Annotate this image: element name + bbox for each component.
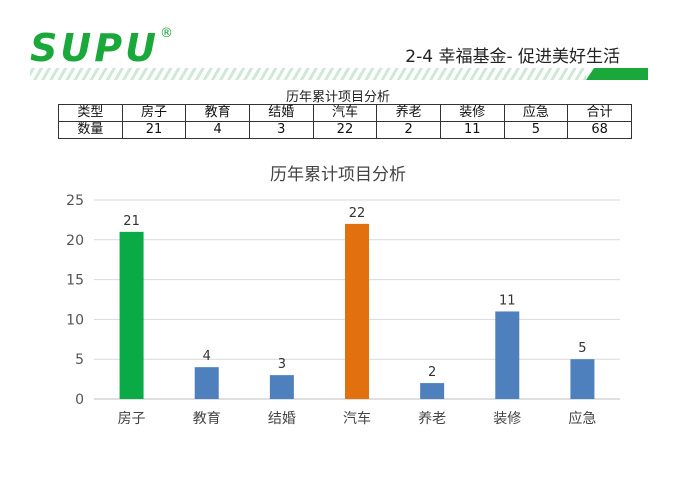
x-tick-label: 应急 [568, 410, 596, 427]
y-tick-label: 25 [66, 193, 84, 209]
bar-chart: 0 5 10 15 20 25 21 房子 4 教育 3 结婚 22 汽车 2 养老 11 装修 5 应急 [66, 193, 620, 427]
table-cell: 房子 [121, 104, 187, 122]
table-cell: 装修 [439, 104, 505, 122]
table-cell: 教育 [185, 104, 250, 122]
data-label: 21 [123, 214, 140, 229]
table-row-values: 数量 21 4 3 22 2 11 5 68 [58, 121, 632, 139]
bar [194, 367, 219, 399]
summary-table: 类型 房子 教育 结婚 汽车 养老 装修 应急 合计 数量 21 4 3 22 … [58, 104, 632, 139]
x-tick-label: 养老 [418, 411, 446, 427]
x-tick-label: 房子 [118, 411, 146, 427]
data-label: 22 [349, 206, 366, 221]
table-cell: 4 [185, 121, 250, 139]
y-tick-label: 0 [75, 392, 84, 408]
registered-mark: ® [160, 26, 173, 41]
data-label: 11 [499, 293, 516, 308]
y-tick-label: 10 [66, 312, 84, 328]
table-cell: 应急 [503, 104, 569, 122]
table-cell: 21 [121, 121, 187, 139]
x-tick-label: 装修 [493, 411, 521, 427]
bar [495, 311, 520, 399]
data-label: 4 [203, 349, 211, 364]
y-tick-label: 5 [75, 352, 84, 368]
table-cell: 养老 [376, 104, 441, 122]
row-header-count: 数量 [58, 121, 123, 139]
page-title: 2-4 幸福基金- 促进美好生活 [405, 47, 620, 67]
bar [119, 231, 144, 399]
table-cell: 2 [376, 121, 441, 139]
y-tick-label: 15 [66, 273, 84, 289]
x-tick-label: 教育 [193, 411, 221, 427]
chart-title: 历年累计项目分析 [270, 165, 406, 185]
table-cell: 5 [503, 121, 569, 139]
table-cell-total: 合计 [567, 104, 632, 122]
header-stripe-decoration [30, 68, 586, 80]
bar [570, 359, 595, 399]
header-accent-bar [586, 68, 648, 80]
table-cell: 11 [439, 121, 505, 139]
bar [420, 383, 445, 399]
y-tick-label: 20 [66, 233, 84, 249]
table-cell: 结婚 [248, 104, 314, 122]
data-label: 5 [578, 341, 586, 356]
row-header-type: 类型 [58, 104, 123, 122]
table-cell: 3 [248, 121, 314, 139]
table-row-categories: 类型 房子 教育 结婚 汽车 养老 装修 应急 合计 [58, 104, 632, 122]
x-tick-label: 结婚 [268, 411, 296, 427]
data-label: 3 [278, 357, 286, 372]
supu-logo: SUPU [30, 26, 159, 70]
table-cell: 22 [312, 121, 378, 139]
bar [345, 223, 369, 399]
x-tick-label: 汽车 [343, 410, 371, 427]
bar [269, 375, 294, 399]
table-cell: 汽车 [312, 104, 378, 122]
table-title: 历年累计项目分析 [285, 90, 390, 105]
table-cell-total: 68 [567, 121, 632, 139]
data-label: 2 [428, 365, 436, 380]
